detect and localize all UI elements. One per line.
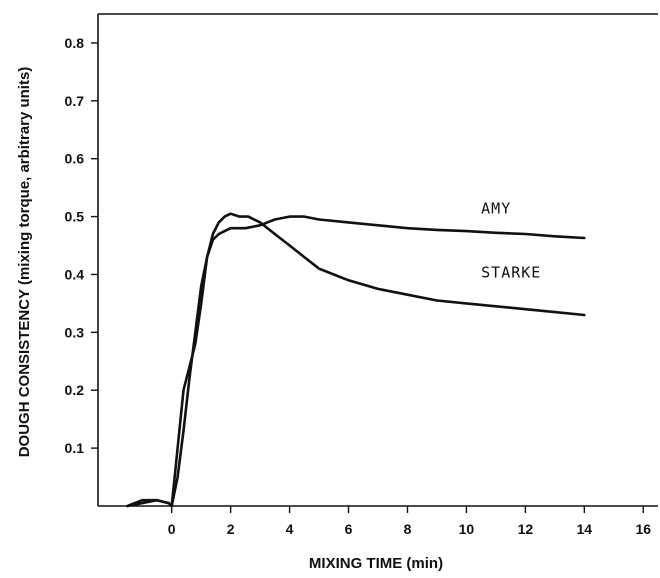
x-tick-label: 2 [227,521,235,537]
y-tick-label: 0.2 [65,382,85,398]
y-tick-label: 0.8 [65,35,85,51]
axes [97,13,658,507]
series-labels: AMY STARKE [481,200,541,282]
series-lines [126,212,586,508]
x-tick-label: 8 [404,521,412,537]
y-tick-label: 0.7 [65,93,85,109]
series-label-amy: AMY [481,200,511,218]
y-tick-label: 0.5 [65,209,85,225]
x-axis-title: MIXING TIME (min) [309,555,443,572]
x-tick-label: 4 [286,521,294,537]
y-axis-title: DOUGH CONSISTENCY (mixing torque, arbitr… [16,67,33,458]
x-tick-label: 6 [345,521,353,537]
series-label-starke: STARKE [481,263,541,281]
x-tick-label: 14 [577,521,593,537]
x-tick-label: 16 [635,521,651,537]
series-line-starke [126,212,586,508]
y-tick-label: 0.4 [65,266,85,282]
tick-labels: 0 2 4 6 8 10 12 14 16 0.1 0.2 0.3 0.4 0.5 0.6 0.7 0.8 [65,35,652,537]
series-line-amy [126,215,586,508]
ticks [91,42,644,513]
y-tick-label: 0.1 [65,440,85,456]
y-axis-title-group: DOUGH CONSISTENCY (mixing torque, arbitr… [16,67,33,458]
x-tick-label: 12 [518,521,534,537]
x-tick-label: 10 [459,521,475,537]
y-tick-label: 0.3 [65,324,85,340]
y-tick-label: 0.6 [65,151,85,167]
x-tick-label: 0 [168,521,176,537]
